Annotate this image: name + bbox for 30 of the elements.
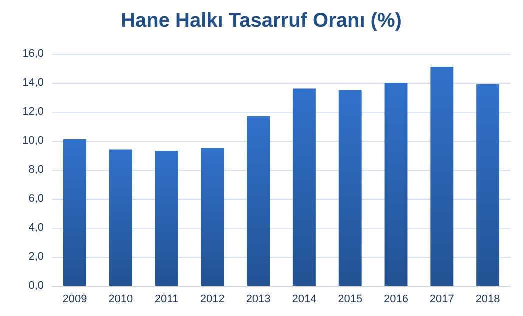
- bar: [384, 83, 408, 286]
- y-tick-label: 2,0: [28, 251, 44, 263]
- x-tick-label: 2013: [246, 294, 271, 306]
- y-tick-label: 8,0: [28, 164, 44, 176]
- x-tick-label: 2014: [292, 294, 317, 306]
- x-tick-label: 2010: [108, 294, 134, 306]
- bar: [109, 150, 132, 286]
- x-tick-label: 2015: [338, 294, 363, 306]
- chart-title: Hane Halkı Tasarruf Oranı (%): [121, 10, 402, 32]
- x-tick-label: 2018: [476, 294, 500, 306]
- y-tick-label: 4,0: [28, 222, 44, 234]
- x-tick-label: 2009: [62, 294, 88, 306]
- bar: [476, 84, 500, 286]
- bar: [63, 140, 86, 286]
- bar: [292, 88, 316, 286]
- y-tick-label: 0,0: [28, 280, 44, 292]
- x-tick-label: 2011: [154, 294, 179, 306]
- bar: [201, 148, 224, 286]
- x-tick-label: 2012: [200, 294, 225, 306]
- y-tick-label: 14,0: [22, 77, 44, 89]
- y-tick-label: 10,0: [22, 135, 44, 147]
- x-tick-label: 2017: [430, 294, 454, 306]
- x-tick-label: 2016: [384, 294, 408, 306]
- bar: [155, 151, 178, 286]
- bar: [338, 90, 362, 286]
- y-tick-label: 16,0: [22, 48, 44, 60]
- bar: [430, 67, 454, 286]
- y-tick-label: 12,0: [22, 106, 44, 118]
- bar: [247, 116, 270, 286]
- y-tick-label: 6,0: [28, 193, 44, 205]
